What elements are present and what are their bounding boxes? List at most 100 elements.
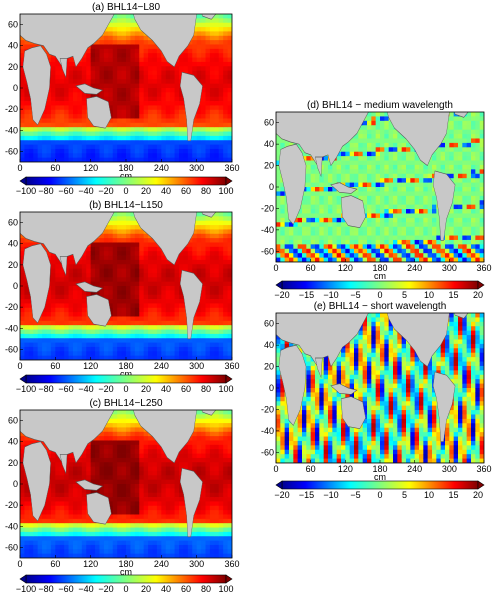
x-tick-label: 120 <box>83 559 98 569</box>
axis-unit: cm <box>374 472 386 482</box>
y-tick-label: -60 <box>5 146 18 156</box>
y-tick-label: 60 <box>8 20 18 30</box>
colorbar-tick-label: −20 <box>98 186 113 196</box>
colorbar-tick-label: 20 <box>141 584 151 594</box>
colorbar-tick-label: −20 <box>98 384 113 394</box>
x-tick-label: 60 <box>50 559 60 569</box>
colorbar-tick-label: 80 <box>201 584 211 594</box>
x-tick-label: 180 <box>118 163 133 173</box>
colorbar-tick-label: 20 <box>473 490 483 500</box>
colorbar-tick-label: 60 <box>181 186 191 196</box>
x-tick-label: 360 <box>224 559 239 569</box>
x-tick-label: 0 <box>17 163 22 173</box>
x-tick-label: 240 <box>154 163 169 173</box>
x-tick-label: 180 <box>372 263 387 273</box>
x-tick-label: 240 <box>154 361 169 371</box>
panel-title: (b) BHL14−L150 <box>89 200 163 211</box>
x-tick-label: 360 <box>476 464 491 474</box>
y-tick-label: 0 <box>269 383 274 393</box>
colorbar-tick-label: 80 <box>201 186 211 196</box>
y-tick-label: -20 <box>5 104 18 114</box>
y-tick-label: -20 <box>261 203 274 213</box>
y-tick-label: 60 <box>264 319 274 329</box>
colorbar-tick-label: 60 <box>181 384 191 394</box>
map-panel: (e) BHL14 − short wavelength 0 60 120 180 240… <box>261 301 492 500</box>
colorbar-tick-label: 100 <box>218 186 233 196</box>
colorbar-tick-label: 10 <box>424 290 434 300</box>
x-tick-label: 0 <box>17 559 22 569</box>
y-tick-label: -60 <box>261 447 274 457</box>
colorbar-tick-label: −100 <box>16 384 36 394</box>
colorbar-tick-label: 20 <box>141 384 151 394</box>
map-panel: (a) BHL14−L80 0 60 120 180 240 300 360 60 40 20 0 -2… <box>5 2 240 196</box>
y-tick-label: 0 <box>13 281 18 291</box>
x-tick-label: 0 <box>17 361 22 371</box>
y-tick-label: -60 <box>5 344 18 354</box>
y-tick-label: 20 <box>8 260 18 270</box>
y-tick-label: 40 <box>8 41 18 51</box>
x-tick-label: 0 <box>273 263 278 273</box>
colorbar-tick-label: −15 <box>299 290 314 300</box>
y-tick-label: 20 <box>8 458 18 468</box>
colorbar-low-arrow <box>19 574 27 584</box>
colorbar-high-arrow <box>477 480 485 490</box>
colorbar-tick-label: −20 <box>274 290 289 300</box>
colorbar-tick-label: 0 <box>123 186 128 196</box>
map-panel: (b) BHL14−L150 0 60 120 180 240 300 360 60 40 20 0 -… <box>5 200 240 394</box>
colorbar-low-arrow <box>275 280 283 290</box>
y-tick-label: 20 <box>264 362 274 372</box>
colorbar-tick-label: 0 <box>377 490 382 500</box>
x-tick-label: 300 <box>189 361 204 371</box>
colorbar-tick-label: 5 <box>402 490 407 500</box>
x-tick-label: 60 <box>50 163 60 173</box>
x-tick-label: 240 <box>154 559 169 569</box>
colorbar-tick-label: −80 <box>38 384 53 394</box>
axis-unit: cm <box>120 567 132 577</box>
x-tick-label: 120 <box>83 361 98 371</box>
y-tick-label: -60 <box>261 246 274 256</box>
colorbar-tick-label: −80 <box>38 186 53 196</box>
x-tick-label: 360 <box>224 163 239 173</box>
y-tick-label: -20 <box>261 404 274 414</box>
x-tick-label: 300 <box>189 163 204 173</box>
colorbar-tick-label: 0 <box>123 384 128 394</box>
colorbar-low-arrow <box>19 176 27 186</box>
colorbar-tick-label: 5 <box>402 290 407 300</box>
y-tick-label: 60 <box>8 218 18 228</box>
y-tick-label: 60 <box>264 118 274 128</box>
colorbar-tick-label: 100 <box>218 584 233 594</box>
colorbar <box>25 176 227 186</box>
x-tick-label: 360 <box>476 263 491 273</box>
y-tick-label: -40 <box>261 426 274 436</box>
y-tick-label: -40 <box>5 125 18 135</box>
colorbar-tick-label: 15 <box>448 490 458 500</box>
colorbar <box>281 480 479 490</box>
colorbar-tick-label: 0 <box>377 290 382 300</box>
map-panel: (d) BHL14 − medium wavelength 0 60 120 180 24… <box>261 100 492 300</box>
colorbar-tick-label: −40 <box>78 584 93 594</box>
colorbar-tick-label: 10 <box>424 490 434 500</box>
colorbar-high-arrow <box>477 280 485 290</box>
panel-title: (d) BHL14 − medium wavelength <box>307 100 453 111</box>
axis-unit: cm <box>374 271 386 281</box>
colorbar-tick-label: −10 <box>323 490 338 500</box>
x-tick-label: 360 <box>224 361 239 371</box>
colorbar-tick-label: −15 <box>299 490 314 500</box>
axis-unit: cm <box>120 369 132 379</box>
colorbar-tick-label: −60 <box>58 384 73 394</box>
axis-unit: cm <box>120 171 132 181</box>
colorbar-tick-label: −100 <box>16 584 36 594</box>
y-tick-label: 40 <box>8 437 18 447</box>
y-tick-label: 20 <box>8 62 18 72</box>
colorbar-tick-label: −5 <box>350 290 360 300</box>
x-tick-label: 120 <box>338 464 353 474</box>
y-tick-label: -40 <box>261 225 274 235</box>
x-tick-label: 180 <box>372 464 387 474</box>
colorbar-tick-label: 80 <box>201 384 211 394</box>
colorbar-tick-label: 20 <box>473 290 483 300</box>
y-tick-label: -60 <box>5 542 18 552</box>
y-tick-label: 40 <box>264 340 274 350</box>
y-tick-label: -40 <box>5 323 18 333</box>
y-tick-label: 40 <box>264 139 274 149</box>
colorbar-tick-label: −40 <box>78 384 93 394</box>
